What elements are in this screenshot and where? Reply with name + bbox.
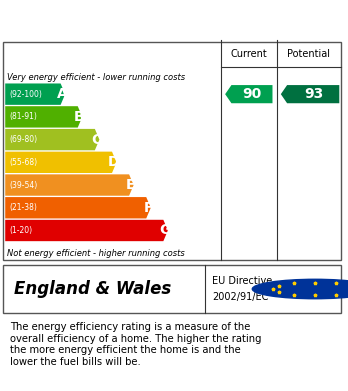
Text: Current: Current <box>230 49 267 59</box>
Polygon shape <box>5 220 168 241</box>
Text: Very energy efficient - lower running costs: Very energy efficient - lower running co… <box>7 73 185 82</box>
Text: B: B <box>74 110 85 124</box>
Polygon shape <box>5 106 82 127</box>
Text: C: C <box>92 133 102 147</box>
Text: EU Directive: EU Directive <box>212 276 272 287</box>
Circle shape <box>252 279 348 299</box>
Text: Energy Efficiency Rating: Energy Efficiency Rating <box>14 11 235 27</box>
Text: E: E <box>126 178 136 192</box>
Text: A: A <box>57 87 68 101</box>
Text: Not energy efficient - higher running costs: Not energy efficient - higher running co… <box>7 249 185 258</box>
Polygon shape <box>281 85 339 103</box>
Text: (81-91): (81-91) <box>9 112 37 121</box>
Text: D: D <box>108 155 120 169</box>
Text: 2002/91/EC: 2002/91/EC <box>212 292 269 301</box>
Text: 93: 93 <box>304 87 323 101</box>
Text: The energy efficiency rating is a measure of the
overall efficiency of a home. T: The energy efficiency rating is a measur… <box>10 322 262 367</box>
Polygon shape <box>5 83 65 105</box>
Text: (21-38): (21-38) <box>9 203 37 212</box>
Text: (39-54): (39-54) <box>9 181 38 190</box>
Text: (55-68): (55-68) <box>9 158 38 167</box>
Polygon shape <box>5 174 134 196</box>
Text: (1-20): (1-20) <box>9 226 32 235</box>
Text: 90: 90 <box>243 87 262 101</box>
Text: (92-100): (92-100) <box>9 90 42 99</box>
Polygon shape <box>5 197 151 219</box>
Text: Potential: Potential <box>287 49 330 59</box>
Polygon shape <box>5 152 117 173</box>
Text: England & Wales: England & Wales <box>14 280 171 298</box>
Text: G: G <box>159 224 171 237</box>
Polygon shape <box>225 85 272 103</box>
Polygon shape <box>5 129 100 150</box>
Text: (69-80): (69-80) <box>9 135 38 144</box>
Text: F: F <box>143 201 153 215</box>
